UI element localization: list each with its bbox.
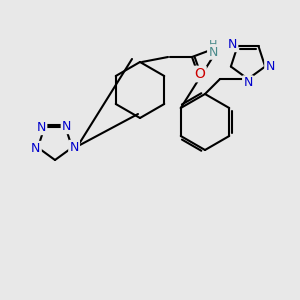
Text: N: N <box>266 60 275 73</box>
Text: N: N <box>62 120 71 133</box>
Text: N: N <box>69 141 79 154</box>
Text: N: N <box>243 76 253 89</box>
Text: O: O <box>195 67 206 81</box>
Text: N: N <box>31 142 40 155</box>
Text: N: N <box>228 38 237 51</box>
Text: N: N <box>208 46 218 59</box>
Text: N: N <box>37 121 46 134</box>
Text: H: H <box>209 40 217 50</box>
